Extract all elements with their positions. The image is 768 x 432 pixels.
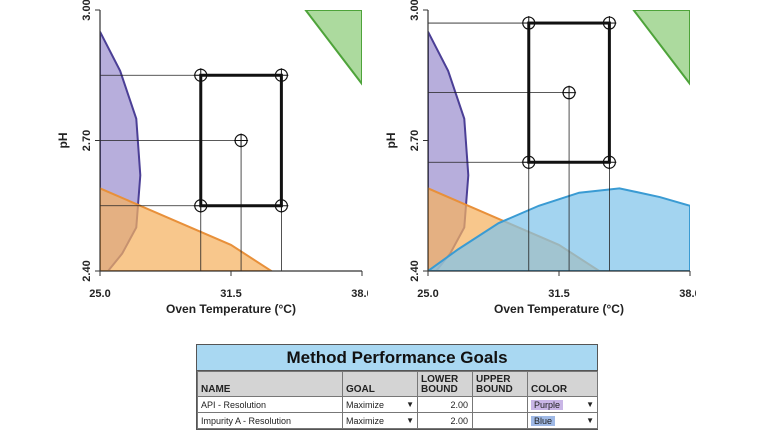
region-polygon [632,10,690,86]
contour-plot-right: 25.0 31.5 38.0 2.40 2.70 3.00 Oven Temperature… [384,0,696,316]
color-swatch: Blue [531,415,556,426]
upper-bound-input[interactable] [472,396,528,413]
header-goal: GOAL [342,371,418,397]
header-upper-bound: UPPER BOUND [472,371,528,397]
x-tick-label: 38.0 [351,288,368,300]
header-name: NAME [197,371,343,397]
x-tick-label: 31.5 [548,288,569,300]
row-name: Impurity A - Resolution [197,412,343,429]
goal-select[interactable]: Maximize ▼ [342,396,418,413]
dropdown-arrow-icon: ▼ [406,416,414,425]
region-polygon [304,10,362,86]
header-color: COLOR [527,371,598,397]
x-tick-label: 31.5 [220,288,241,300]
dropdown-arrow-icon: ▼ [586,400,594,409]
x-axis-title: Oven Temperature (°C) [166,302,296,316]
y-tick-label: 2.70 [409,130,421,151]
method-performance-goals-table: Method Performance Goals NAME GOAL LOWER… [196,344,598,430]
region-polygon [428,187,690,271]
goal-select[interactable]: Maximize ▼ [342,412,418,429]
goals-grid: NAME GOAL LOWER BOUND UPPER BOUND COLOR … [197,371,598,429]
dropdown-arrow-icon: ▼ [406,400,414,409]
x-tick-label: 25.0 [89,288,110,300]
goals-header-row: NAME GOAL LOWER BOUND UPPER BOUND COLOR [197,371,598,397]
y-tick-label: 2.40 [81,260,93,281]
color-swatch: Purple [531,399,564,410]
x-tick-label: 25.0 [417,288,438,300]
upper-bound-input[interactable] [472,412,528,429]
header-lower-bound: LOWER BOUND [417,371,473,397]
color-select[interactable]: Purple ▼ [527,396,598,413]
y-tick-label: 2.40 [409,260,421,281]
row-name: API - Resolution [197,396,343,413]
goal-value: Maximize [346,415,385,426]
design-space-rect [527,21,611,164]
y-axis-title: pH [384,133,398,149]
plot-area [428,10,690,271]
plot-area [100,10,362,271]
color-select[interactable]: Blue ▼ [527,412,598,429]
x-axis-title: Oven Temperature (°C) [494,302,624,316]
design-space-rect [199,73,283,208]
contour-plot-left: 25.0 31.5 38.0 2.40 2.70 3.00 Oven Temperature… [56,0,368,316]
goals-table-title: Method Performance Goals [197,345,597,371]
y-tick-label: 3.00 [81,0,93,21]
table-row: Impurity A - Resolution Maximize ▼ 2.00 B… [197,412,598,429]
y-tick-label: 3.00 [409,0,421,21]
goal-value: Maximize [346,399,385,410]
lower-bound-input[interactable]: 2.00 [417,396,473,413]
x-tick-label: 38.0 [679,288,696,300]
y-axis-title: pH [56,133,70,149]
dropdown-arrow-icon: ▼ [586,416,594,425]
table-row: API - Resolution Maximize ▼ 2.00 Purple ▼ [197,396,598,413]
lower-bound-input[interactable]: 2.00 [417,412,473,429]
y-tick-label: 2.70 [81,130,93,151]
region-polygon [100,187,274,271]
